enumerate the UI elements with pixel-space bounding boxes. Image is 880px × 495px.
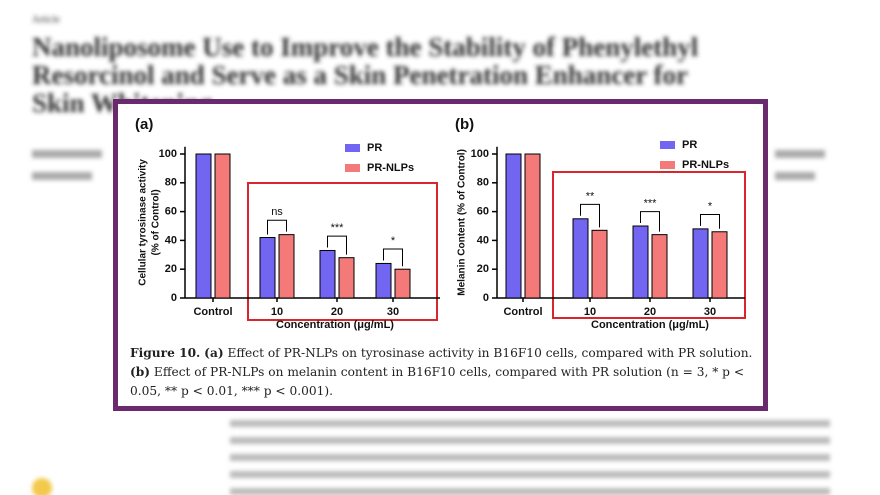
bar — [505, 153, 522, 299]
y-axis-label: Melanin Content (% of Control) — [457, 149, 468, 296]
x-tick-label: 10 — [271, 306, 283, 318]
y-tick-label: 80 — [165, 177, 177, 189]
legend-swatch — [660, 141, 675, 149]
bar — [394, 268, 411, 299]
significance-label: * — [391, 235, 396, 247]
x-axis-label: Concentration (μg/mL) — [591, 319, 709, 331]
blur-text — [775, 172, 815, 180]
bar — [711, 231, 728, 299]
bar — [524, 153, 541, 299]
title-line: Resorcinol and Serve as a Skin Penetrati… — [32, 60, 688, 90]
bar — [259, 237, 276, 299]
blur-text — [230, 488, 830, 495]
title-line: Nanoliposome Use to Improve the Stabilit… — [32, 32, 699, 62]
x-tick-label: 30 — [387, 306, 399, 318]
background-page: Article Nanoliposome Use to Improve the … — [32, 14, 830, 495]
significance-label: * — [708, 200, 713, 212]
blur-text — [775, 150, 825, 158]
y-tick-label: 60 — [165, 206, 177, 218]
legend-label: PR — [367, 142, 382, 154]
x-tick-label: 20 — [331, 306, 343, 318]
significance-label: *** — [644, 198, 658, 210]
caption-panel: (b) — [130, 365, 151, 379]
legend-label: PR-NLPs — [367, 162, 414, 174]
bar — [572, 218, 589, 299]
blur-text — [230, 471, 830, 478]
y-tick-label: 0 — [483, 292, 489, 304]
highlight-box — [247, 182, 438, 321]
legend-label: PR — [682, 139, 697, 151]
significance-bracket — [383, 248, 403, 267]
significance-label: ** — [586, 190, 595, 202]
y-axis-label: (% of Control) — [151, 189, 162, 255]
caption-text: Effect of PR-NLPs on tyrosinase activity… — [223, 346, 753, 360]
y-tick-label: 40 — [477, 234, 489, 246]
significance-bracket — [580, 203, 600, 228]
x-tick-label: 10 — [584, 306, 596, 318]
x-tick-label: Control — [193, 306, 232, 318]
significance-bracket — [640, 211, 660, 232]
significance-label: *** — [331, 222, 345, 234]
x-axis-label: Concentration (μg/mL) — [276, 319, 394, 331]
bar — [319, 249, 336, 299]
bar — [375, 262, 392, 299]
bar — [195, 153, 212, 299]
y-tick-label: 20 — [165, 263, 177, 275]
legend-swatch — [660, 161, 675, 169]
bar — [338, 257, 355, 299]
blur-text — [230, 420, 830, 427]
x-tick-label: Control — [503, 306, 542, 318]
bar — [692, 228, 709, 299]
x-tick-label: 30 — [704, 306, 716, 318]
legend-swatch — [345, 164, 360, 172]
bar — [278, 234, 295, 299]
blur-text — [32, 150, 102, 158]
y-tick-label: 60 — [477, 206, 489, 218]
y-tick-label: 100 — [471, 148, 489, 160]
highlight-box — [552, 171, 746, 319]
significance-label: ns — [271, 206, 283, 218]
y-tick-label: 20 — [477, 263, 489, 275]
caption-text: Effect of PR-NLPs on melanin content in … — [130, 365, 745, 398]
y-tick-label: 0 — [171, 292, 177, 304]
blur-text — [230, 437, 830, 444]
caption-panel: (a) — [204, 346, 224, 360]
caption: Figure 10. (a) Effect of PR-NLPs on tyro… — [130, 344, 755, 401]
significance-bracket — [700, 213, 720, 229]
x-tick-label: 20 — [644, 306, 656, 318]
y-tick-label: 40 — [165, 234, 177, 246]
bar — [214, 153, 231, 299]
bar — [651, 234, 668, 299]
legend-label: PR-NLPs — [682, 159, 729, 171]
y-axis-label: Cellular tyrosinase activity — [138, 159, 149, 286]
logo — [32, 478, 52, 495]
panel-label: (b) — [455, 116, 474, 133]
y-tick-label: 100 — [159, 148, 177, 160]
article-kind: Article — [32, 14, 60, 25]
caption-label: Figure 10. — [130, 346, 201, 360]
blur-text — [32, 172, 92, 180]
panel-label: (a) — [135, 116, 153, 133]
bar — [632, 225, 649, 299]
legend-swatch — [345, 144, 360, 152]
blur-text — [230, 454, 830, 461]
y-tick-label: 80 — [477, 177, 489, 189]
bar — [591, 229, 608, 299]
significance-bracket — [327, 235, 347, 255]
significance-bracket — [267, 219, 287, 235]
